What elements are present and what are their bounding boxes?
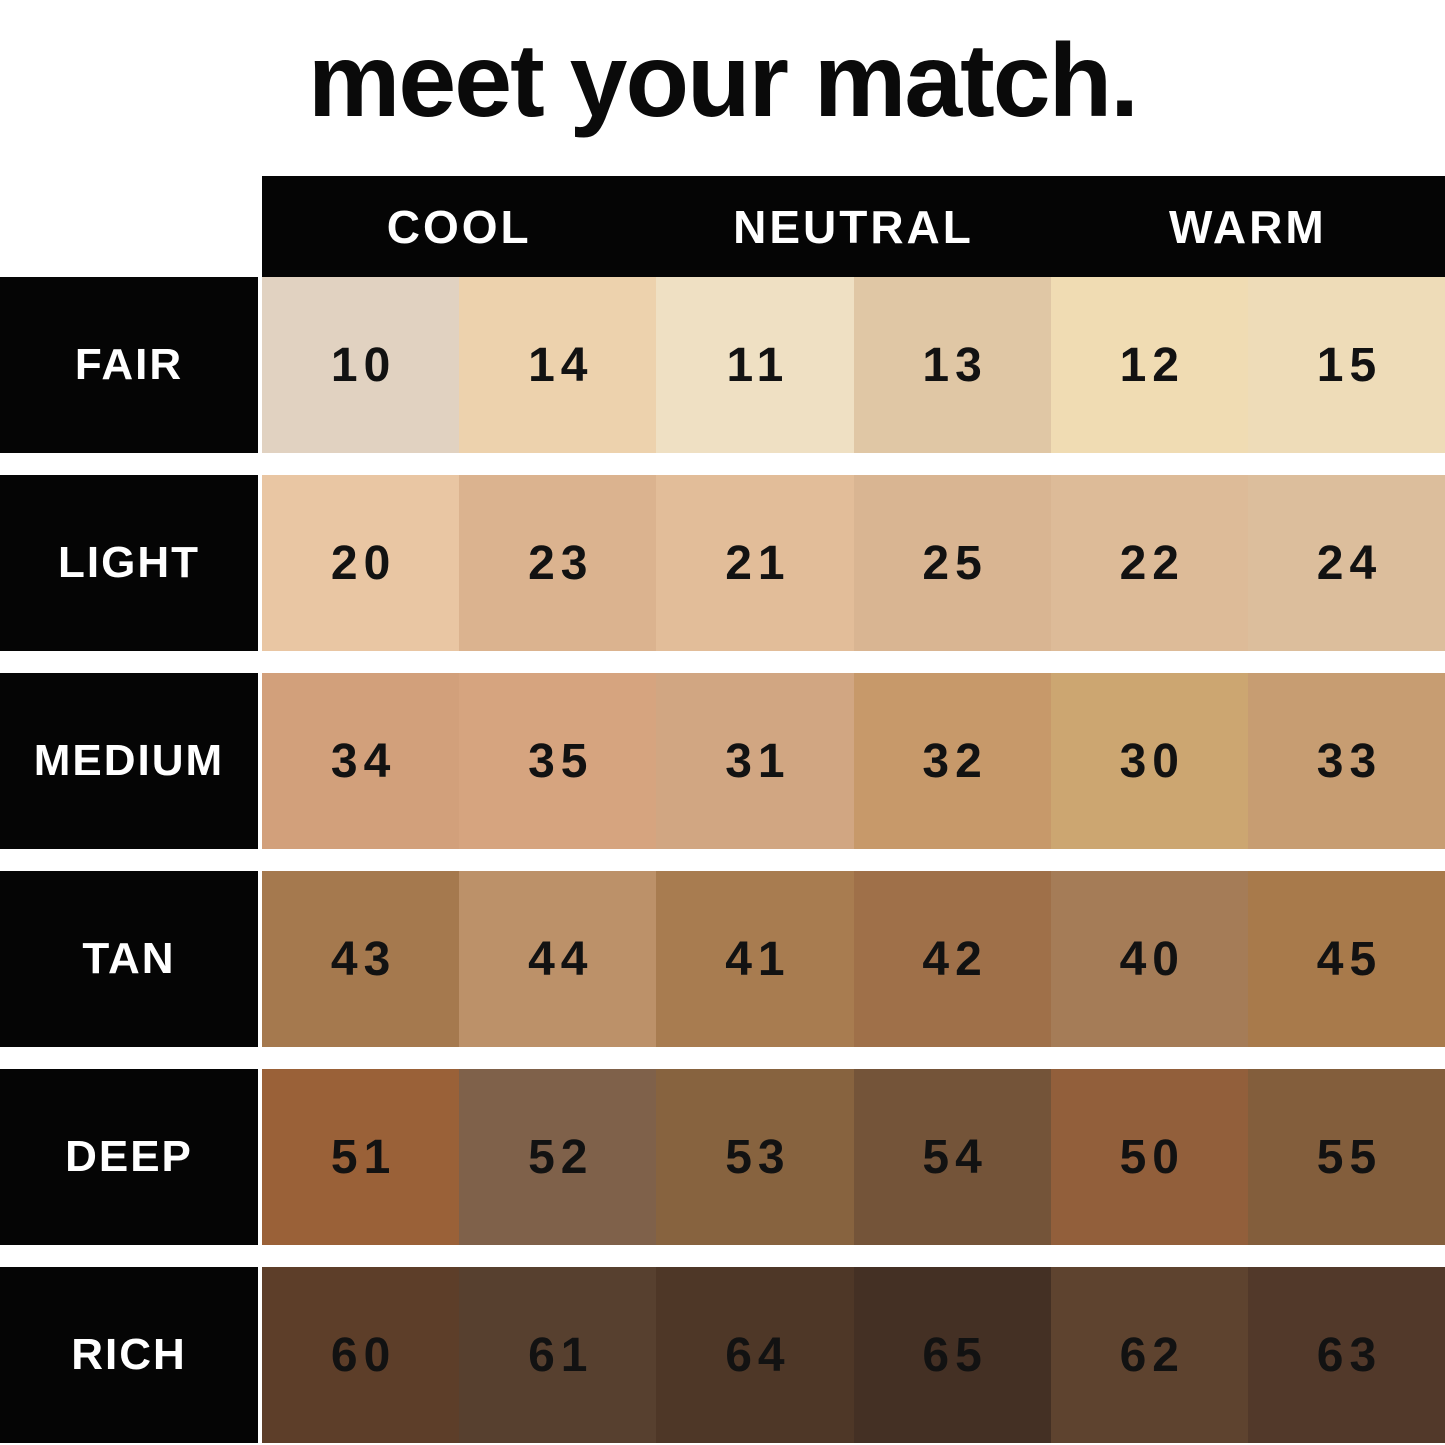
shade-swatch: 63: [1247, 1267, 1445, 1443]
shade-swatch: 51: [262, 1069, 460, 1245]
shade-number: 52: [528, 1130, 594, 1184]
shade-number: 32: [922, 734, 988, 788]
shade-swatch: 15: [1247, 277, 1445, 453]
shade-swatch: 25: [853, 475, 1051, 651]
shade-swatch: 13: [853, 277, 1051, 453]
shade-number: 24: [1316, 536, 1383, 590]
table-row-light: LIGHT 20 23 21 25 22 24: [0, 475, 1445, 651]
shade-number: 53: [725, 1130, 791, 1184]
shade-swatch: 32: [853, 673, 1051, 849]
shade-number: 45: [1316, 932, 1383, 986]
column-header-cool: COOL: [386, 200, 532, 253]
shade-number: 11: [726, 338, 790, 392]
row-swatches: 43 44 41 42 40 45: [262, 871, 1445, 1047]
shade-number: 30: [1119, 734, 1185, 788]
shade-swatch: 24: [1247, 475, 1445, 651]
shade-number: 25: [922, 536, 988, 590]
shade-swatch: 53: [656, 1069, 854, 1245]
shade-number: 35: [528, 734, 594, 788]
shade-number: 62: [1119, 1328, 1185, 1382]
shade-swatch: 44: [459, 871, 657, 1047]
shade-number: 20: [330, 536, 397, 590]
shade-swatch: 34: [262, 673, 460, 849]
shade-swatch: 33: [1247, 673, 1445, 849]
shade-swatch: 12: [1050, 277, 1248, 453]
shade-swatch: 61: [459, 1267, 657, 1443]
shade-swatch: 10: [262, 277, 460, 453]
shade-number: 21: [725, 536, 791, 590]
row-swatches: 10 14 11 13 12 15: [262, 277, 1445, 453]
row-swatches: 34 35 31 32 30 33: [262, 673, 1445, 849]
shade-number: 12: [1119, 338, 1185, 392]
shade-number: 33: [1316, 734, 1383, 788]
shade-number: 61: [528, 1328, 594, 1382]
table-row-deep: DEEP 51 52 53 54 50 55: [0, 1069, 1445, 1245]
row-swatches: 60 61 64 65 62 63: [262, 1267, 1445, 1443]
undertone-header-bar: COOL NEUTRAL WARM: [262, 176, 1445, 277]
shade-swatch: 52: [459, 1069, 657, 1245]
shade-number: 54: [922, 1130, 988, 1184]
shade-number: 14: [528, 338, 594, 392]
shade-swatch: 64: [656, 1267, 854, 1443]
shade-number: 65: [922, 1328, 988, 1382]
shade-number: 63: [1316, 1328, 1383, 1382]
shade-number: 22: [1119, 536, 1185, 590]
row-label-tan: TAN: [0, 871, 258, 1047]
row-label-rich: RICH: [0, 1267, 258, 1443]
shade-number: 51: [330, 1130, 397, 1184]
shade-swatch: 35: [459, 673, 657, 849]
shade-swatch: 14: [459, 277, 657, 453]
shade-swatch: 43: [262, 871, 460, 1047]
table-row-fair: FAIR 10 14 11 13 12 15: [0, 277, 1445, 453]
shade-number: 43: [330, 932, 397, 986]
row-label-fair: FAIR: [0, 277, 258, 453]
shade-swatch: 21: [656, 475, 854, 651]
shade-table: COOL NEUTRAL WARM FAIR 10 14 11 13 12 15…: [0, 176, 1445, 1443]
shade-swatch: 23: [459, 475, 657, 651]
table-row-rich: RICH 60 61 64 65 62 63: [0, 1267, 1445, 1443]
row-label-medium: MEDIUM: [0, 673, 258, 849]
table-row-medium: MEDIUM 34 35 31 32 30 33: [0, 673, 1445, 849]
shade-swatch: 41: [656, 871, 854, 1047]
row-swatches: 20 23 21 25 22 24: [262, 475, 1445, 651]
shade-number: 23: [528, 536, 594, 590]
shade-swatch: 42: [853, 871, 1051, 1047]
shade-swatch: 54: [853, 1069, 1051, 1245]
shade-number: 64: [725, 1328, 791, 1382]
row-swatches: 51 52 53 54 50 55: [262, 1069, 1445, 1245]
shade-number: 34: [330, 734, 397, 788]
shade-number: 15: [1316, 338, 1383, 392]
shade-number: 42: [922, 932, 988, 986]
shade-swatch: 11: [656, 277, 854, 453]
shade-number: 55: [1316, 1130, 1383, 1184]
shade-number: 41: [725, 932, 791, 986]
shade-swatch: 60: [262, 1267, 460, 1443]
shade-swatch: 50: [1050, 1069, 1248, 1245]
shade-swatch: 62: [1050, 1267, 1248, 1443]
page-title: meet your match.: [307, 23, 1139, 139]
shade-number: 44: [528, 932, 594, 986]
table-row-tan: TAN 43 44 41 42 40 45: [0, 871, 1445, 1047]
shade-number: 40: [1119, 932, 1185, 986]
shade-swatch: 40: [1050, 871, 1248, 1047]
shade-number: 10: [330, 338, 397, 392]
shade-swatch: 22: [1050, 475, 1248, 651]
shade-number: 13: [922, 338, 988, 392]
column-header-warm: WARM: [1169, 200, 1327, 253]
shade-swatch: 45: [1247, 871, 1445, 1047]
row-label-deep: DEEP: [0, 1069, 258, 1245]
row-label-light: LIGHT: [0, 475, 258, 651]
shade-swatch: 31: [656, 673, 854, 849]
shade-swatch: 65: [853, 1267, 1051, 1443]
shade-number: 50: [1119, 1130, 1185, 1184]
shade-number: 60: [330, 1328, 397, 1382]
shade-swatch: 55: [1247, 1069, 1445, 1245]
shade-swatch: 30: [1050, 673, 1248, 849]
shade-swatch: 20: [262, 475, 460, 651]
column-header-neutral: NEUTRAL: [733, 200, 974, 253]
shade-number: 31: [725, 734, 791, 788]
